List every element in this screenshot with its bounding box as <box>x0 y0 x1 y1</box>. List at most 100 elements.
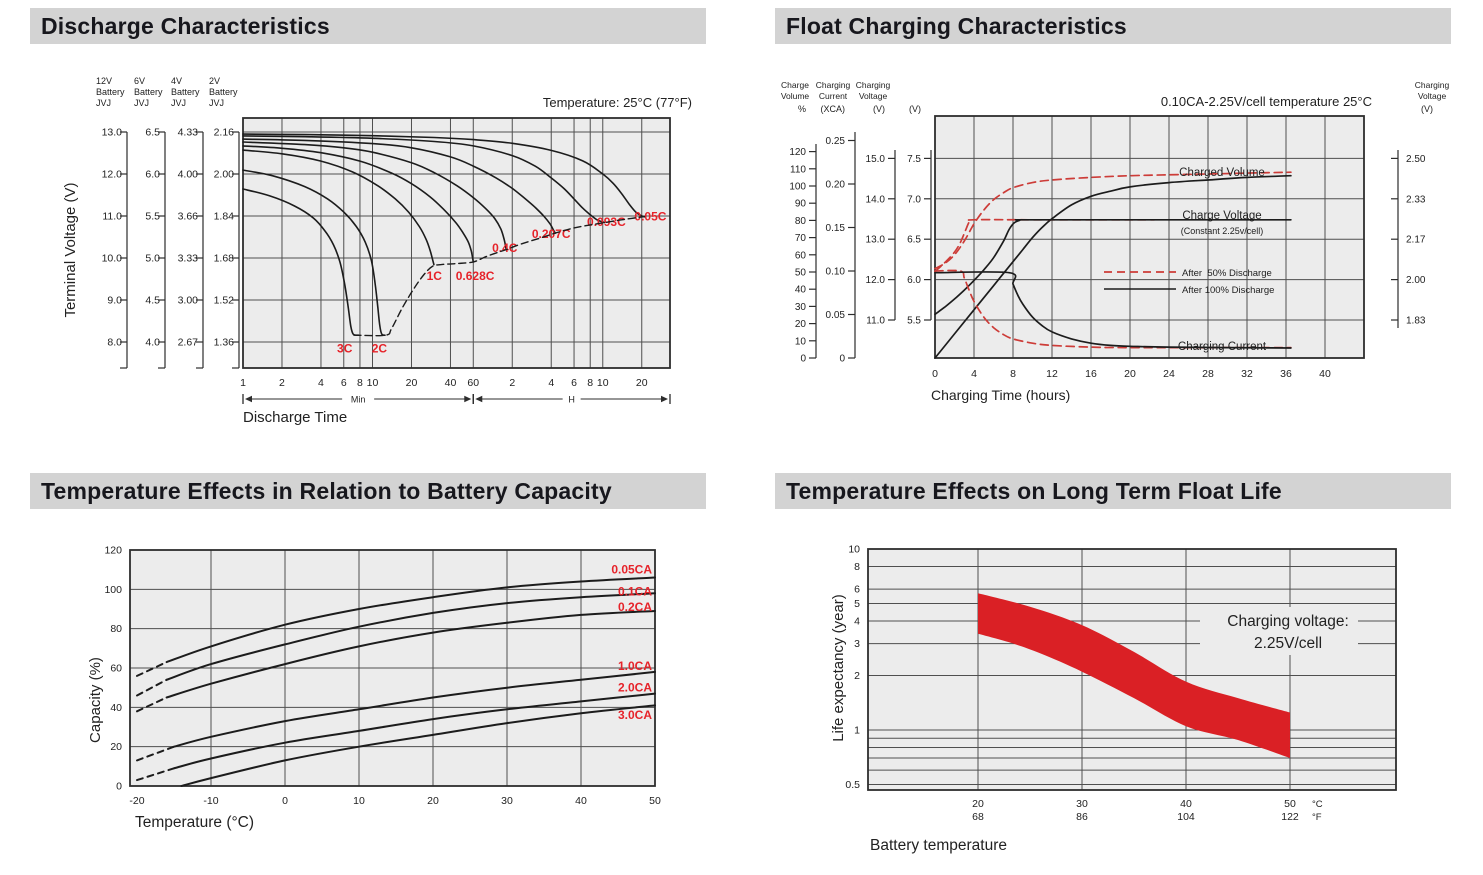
y-tick-label: 6.5 <box>907 235 921 246</box>
y-tick-label: 60 <box>795 250 807 261</box>
float-charging-chart: ChargeVolume%010203040506070809010011012… <box>781 80 1450 403</box>
axis-header-2: JVJ <box>171 98 186 108</box>
y-tick-label: 1.83 <box>1406 316 1426 327</box>
y-tick-label: 120 <box>789 147 806 158</box>
x-tick-label: 0 <box>282 795 288 807</box>
y-tick-label: 0 <box>800 354 806 365</box>
y-tick-label: 1 <box>854 725 860 737</box>
curve-0.628C <box>242 145 475 263</box>
curve-label-1C: 1C <box>427 269 443 283</box>
section-title-discharge: Discharge Characteristics <box>30 8 706 44</box>
y-tick-label: 0 <box>839 354 845 365</box>
y-tick-label: 7.0 <box>907 194 921 205</box>
x-tick-label: 6 <box>571 377 577 389</box>
x-tick-label: 36 <box>1280 368 1292 380</box>
x-tick-label: 32 <box>1241 368 1253 380</box>
axis-header-0: JVJ <box>96 98 111 108</box>
axis-header-0: 12V <box>96 76 112 86</box>
axis-unit: % <box>798 104 806 114</box>
section-title-discharge-text: Discharge Characteristics <box>41 13 330 39</box>
discharge-characteristics-chart: 12VBatteryJVJ13.012.011.010.09.08.06VBat… <box>62 76 692 426</box>
float-legend: After 50% Discharge After 100% Discharge <box>1104 268 1274 296</box>
y-tick-label: 11.0 <box>102 211 122 223</box>
x-tick-label-f: 122 <box>1281 811 1299 823</box>
x-tick-label: 1 <box>240 377 246 389</box>
y-tick-label: 12.0 <box>102 169 123 181</box>
x-tick-label: 8 <box>587 377 593 389</box>
y-tick-label: 0 <box>116 781 122 793</box>
y-tick-label: 15.0 <box>866 154 886 165</box>
curve-label: Charge Voltage <box>1182 210 1261 222</box>
y-tick-label: 50 <box>795 268 807 279</box>
x-tick-label: 60 <box>467 377 479 389</box>
curve-label: Charged Volume <box>1179 167 1265 179</box>
axis-header-2: Battery <box>171 87 200 97</box>
life-expectancy-band <box>978 593 1290 758</box>
x-tick-label: 50 <box>649 795 661 807</box>
float-x-ticks: 0 4 8 12 16 20 24 28 32 36 40 <box>932 368 1331 380</box>
charging-voltage-annotation: Charging voltage: 2.25V/cell <box>1227 613 1349 652</box>
axis-header: Charging <box>816 80 851 90</box>
curve-label: Charging Current <box>1178 341 1267 353</box>
discharge-range-arrows: Min H <box>242 394 671 405</box>
floatlife-x-title: Battery temperature <box>870 837 1007 854</box>
axis-header: Voltage <box>859 91 888 101</box>
y-tick-label: 3.00 <box>178 295 199 307</box>
curve-label-0.628C: 0.628C <box>456 269 495 283</box>
curve-0.207C <box>242 138 557 234</box>
y-tick-label: 20 <box>795 319 807 330</box>
x-tick-label-c: 50 <box>1284 798 1296 810</box>
x-tick-label: 4 <box>548 377 554 389</box>
y-tick-label: 12.0 <box>866 275 886 286</box>
axis-header: Charge <box>781 80 809 90</box>
y-tick-label: 1.52 <box>214 295 235 307</box>
range-label: H <box>568 395 575 405</box>
y-tick-label: 5.0 <box>145 253 160 265</box>
curve-0.093C <box>242 135 606 224</box>
x-tick-label: 6 <box>341 377 347 389</box>
x-tick-label-f: 104 <box>1177 811 1195 823</box>
curve-0.05C <box>242 133 646 218</box>
x-tick-label: 20 <box>427 795 439 807</box>
discharge-grid <box>243 118 670 368</box>
y-tick-label: 90 <box>795 199 807 210</box>
x-tick-label: 4 <box>971 368 977 380</box>
y-tick-label: 5 <box>854 598 860 610</box>
x-tick-label: 10 <box>597 377 609 389</box>
x-tick-label-c: 20 <box>972 798 984 810</box>
x-tick-label: -20 <box>129 795 144 807</box>
y-tick-label: 2.00 <box>214 169 235 181</box>
range-label: Min <box>351 395 366 405</box>
axis-header-3: Battery <box>209 87 238 97</box>
curve-0.2CA-dashed <box>136 696 168 713</box>
charged-volume-after-100 <box>934 174 1292 359</box>
y-tick-label: 2.16 <box>214 127 235 139</box>
y-tick-label: 0.20 <box>826 180 846 191</box>
x-tick-label-c: 30 <box>1076 798 1088 810</box>
y-tick-label: 2.00 <box>1406 275 1426 286</box>
curve-label: (Constant 2.25v/cell) <box>1181 226 1264 236</box>
curve-label-0.1CA: 0.1CA <box>618 584 652 598</box>
curve-label-0.207C: 0.207C <box>532 227 571 241</box>
discharge-y-axes: 12VBatteryJVJ13.012.011.010.09.08.06VBat… <box>96 76 240 369</box>
x-tick-label: 2 <box>279 377 285 389</box>
charging-current-after-50 <box>934 269 1292 349</box>
y-tick-label: 10 <box>795 336 807 347</box>
y-tick-label: 40 <box>795 285 807 296</box>
float-x-title: Charging Time (hours) <box>931 387 1070 403</box>
temperature-capacity-chart: 0 20 40 60 80 100 120 -20 -10 0 10 20 30 40 50 Capacity… <box>87 544 661 831</box>
curve-label-0.4C: 0.4C <box>492 241 518 255</box>
y-tick-label: 2.67 <box>178 337 199 349</box>
curve-2C <box>242 169 386 336</box>
y-tick-label: 120 <box>104 544 122 556</box>
y-tick-label: 40 <box>110 702 122 714</box>
x-tick-label-c: 40 <box>1180 798 1192 810</box>
y-tick-label: 0.05 <box>826 310 846 321</box>
x-tick-label: 40 <box>1319 368 1331 380</box>
float-curves <box>934 171 1292 359</box>
y-tick-label: 5.5 <box>907 316 921 327</box>
